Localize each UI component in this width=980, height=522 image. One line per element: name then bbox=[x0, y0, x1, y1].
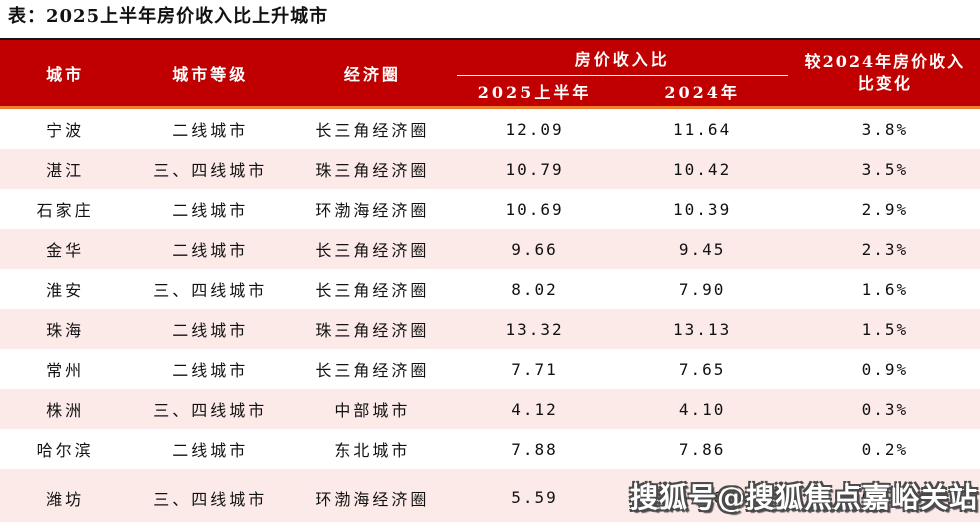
ratio-2025-cell: 10.79 bbox=[505, 159, 564, 179]
ratio-2024-cell: 10.42 bbox=[673, 159, 732, 179]
circle-cell: 长三角经济圈 bbox=[315, 281, 430, 300]
circle-cell: 中部城市 bbox=[334, 401, 411, 420]
circle-cell: 珠三角经济圈 bbox=[315, 321, 430, 340]
ratio-2024-cell: 7.65 bbox=[678, 359, 726, 379]
price-income-table: 城市 城市等级 经济圈 房价收入比 较2024年房价收入 比变化 2025上半年… bbox=[0, 38, 980, 522]
ratio-group-label: 房价收入比 bbox=[456, 40, 788, 76]
city-cell: 宁波 bbox=[46, 121, 85, 140]
col-header-2025h1: 2025上半年 bbox=[454, 76, 615, 109]
change-cell: 0.2% bbox=[861, 488, 909, 507]
change-label-line1: 较2024年房价收入 bbox=[804, 52, 966, 71]
tier-cell: 二线城市 bbox=[172, 241, 249, 260]
tier-cell: 二线城市 bbox=[172, 121, 249, 140]
city-cell: 常州 bbox=[46, 361, 85, 380]
col-header-2024: 2024年 bbox=[614, 76, 790, 109]
table-row: 淮安 三、四线城市 长三角经济圈 8.02 7.90 1.6% bbox=[0, 269, 980, 309]
circle-cell: 长三角经济圈 bbox=[315, 121, 430, 140]
table-row: 哈尔滨 二线城市 东北城市 7.88 7.86 0.2% bbox=[0, 429, 980, 469]
city-cell: 哈尔滨 bbox=[36, 441, 94, 460]
col-header-tier: 城市等级 bbox=[130, 38, 291, 109]
ratio-2025-cell: 12.09 bbox=[505, 119, 564, 139]
change-cell: 0.2% bbox=[861, 439, 909, 459]
ratio-2025-cell: 4.12 bbox=[511, 399, 558, 419]
table-row: 宁波 二线城市 长三角经济圈 12.09 11.64 3.8% bbox=[0, 107, 980, 149]
table-body: 宁波 二线城市 长三角经济圈 12.09 11.64 3.8% 湛江 三、四线城… bbox=[0, 107, 980, 522]
ratio-2025-cell: 9.66 bbox=[511, 239, 558, 259]
ratio-2025-cell: 5.59 bbox=[511, 488, 558, 507]
tier-cell: 二线城市 bbox=[172, 201, 249, 220]
tier-cell: 三、四线城市 bbox=[153, 489, 268, 509]
circle-cell: 环渤海经济圈 bbox=[315, 489, 430, 509]
table-row: 潍坊 三、四线城市 环渤海经济圈 5.59 5.58 0.2% bbox=[0, 469, 980, 522]
tier-cell: 二线城市 bbox=[172, 441, 249, 460]
city-cell: 金华 bbox=[46, 241, 85, 260]
change-cell: 3.5% bbox=[861, 159, 909, 179]
change-cell: 2.9% bbox=[861, 199, 909, 219]
ratio-2024-cell: 7.90 bbox=[678, 279, 726, 299]
change-cell: 0.3% bbox=[861, 399, 909, 419]
ratio-2025-cell: 8.02 bbox=[511, 279, 558, 299]
col-header-city: 城市 bbox=[0, 38, 131, 109]
col-header-circle: 经济圈 bbox=[290, 38, 455, 109]
ratio-2024-cell: 9.45 bbox=[678, 239, 726, 259]
city-cell: 株洲 bbox=[46, 401, 85, 420]
tier-cell: 二线城市 bbox=[172, 361, 249, 380]
tier-cell: 三、四线城市 bbox=[153, 401, 268, 420]
ratio-2024-cell: 11.64 bbox=[673, 119, 732, 139]
table-row: 珠海 二线城市 珠三角经济圈 13.32 13.13 1.5% bbox=[0, 309, 980, 349]
tier-cell: 三、四线城市 bbox=[153, 281, 268, 300]
table-row: 石家庄 二线城市 环渤海经济圈 10.69 10.39 2.9% bbox=[0, 189, 980, 229]
table-row: 常州 二线城市 长三角经济圈 7.71 7.65 0.9% bbox=[0, 349, 980, 389]
change-cell: 0.9% bbox=[861, 359, 909, 379]
ratio-2025-cell: 10.69 bbox=[505, 199, 564, 219]
change-cell: 3.8% bbox=[861, 119, 909, 139]
col-header-change: 较2024年房价收入 比变化 bbox=[789, 38, 980, 109]
tier-cell: 二线城市 bbox=[172, 321, 249, 340]
circle-cell: 环渤海经济圈 bbox=[315, 201, 430, 220]
change-cell: 1.6% bbox=[861, 279, 909, 299]
table-row: 株洲 三、四线城市 中部城市 4.12 4.10 0.3% bbox=[0, 389, 980, 429]
change-label-line2: 比变化 bbox=[857, 74, 912, 93]
city-cell: 珠海 bbox=[46, 321, 85, 340]
tier-cell: 三、四线城市 bbox=[153, 161, 268, 180]
ratio-2025-cell: 7.71 bbox=[511, 359, 558, 379]
city-cell: 淮安 bbox=[46, 281, 85, 300]
circle-cell: 东北城市 bbox=[334, 441, 411, 460]
circle-cell: 长三角经济圈 bbox=[315, 241, 430, 260]
ratio-2025-cell: 13.32 bbox=[505, 319, 564, 339]
city-cell: 石家庄 bbox=[36, 201, 94, 220]
ratio-2024-cell: 13.13 bbox=[673, 319, 732, 339]
change-cell: 1.5% bbox=[861, 319, 909, 339]
col-header-ratio-group: 房价收入比 bbox=[454, 38, 790, 76]
ratio-2024-cell: 5.58 bbox=[678, 488, 726, 507]
ratio-2024-cell: 4.10 bbox=[678, 399, 726, 419]
table-title: 表：2025上半年房价收入比上升城市 bbox=[8, 6, 329, 27]
circle-cell: 长三角经济圈 bbox=[315, 361, 430, 380]
ratio-2025-cell: 7.88 bbox=[511, 439, 558, 459]
ratio-2024-cell: 10.39 bbox=[673, 199, 732, 219]
city-cell: 潍坊 bbox=[46, 489, 85, 509]
table-row: 湛江 三、四线城市 珠三角经济圈 10.79 10.42 3.5% bbox=[0, 149, 980, 189]
city-cell: 湛江 bbox=[46, 161, 85, 180]
ratio-2024-cell: 7.86 bbox=[678, 439, 726, 459]
circle-cell: 珠三角经济圈 bbox=[315, 161, 430, 180]
table-header: 城市 城市等级 经济圈 房价收入比 较2024年房价收入 比变化 2025上半年… bbox=[0, 38, 980, 109]
table-row: 金华 二线城市 长三角经济圈 9.66 9.45 2.3% bbox=[0, 229, 980, 269]
change-cell: 2.3% bbox=[861, 239, 909, 259]
